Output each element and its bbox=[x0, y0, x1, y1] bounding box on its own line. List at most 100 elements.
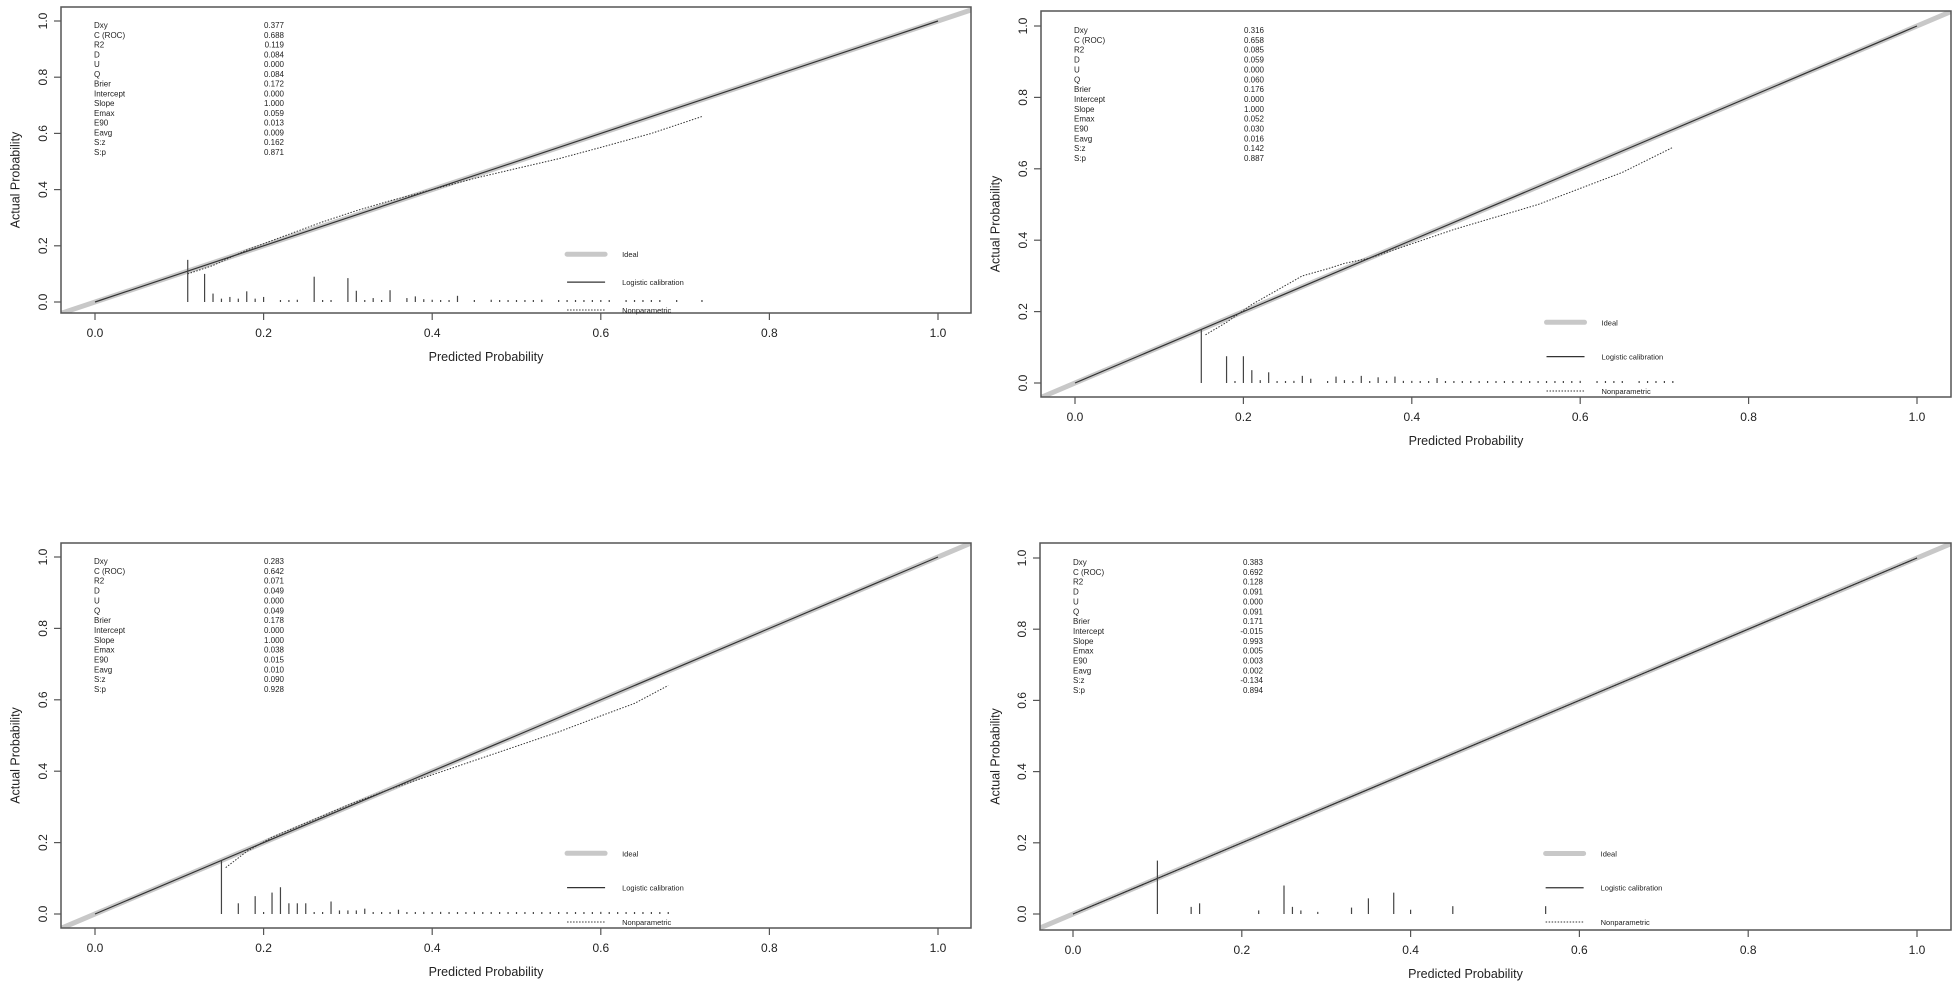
x-tick-label: 0.6 bbox=[1572, 410, 1589, 424]
stat-value: 0.688 bbox=[264, 31, 285, 40]
calibration-chart: 0.0 0.2 0.4 0.6 0.8 1.0 0.0 0.2 0.4 0.6 0.8 1.0 Pred… bbox=[8, 542, 972, 979]
stat-value: 0.658 bbox=[1244, 36, 1265, 45]
stat-label: E90 bbox=[1073, 657, 1088, 666]
stat-value: 0.000 bbox=[264, 60, 285, 69]
x-tick-label: 1.0 bbox=[1909, 410, 1926, 424]
calibration-panel-1: 0.0 0.2 0.4 0.6 0.8 1.0 0.0 0.2 0.4 0.6 0.8 1.0 Pred… bbox=[0, 0, 980, 460]
stat-label: Intercept bbox=[1073, 627, 1105, 636]
stat-label: Brier bbox=[1074, 85, 1091, 94]
legend: Ideal Logistic calibration Nonparametric bbox=[1543, 849, 1663, 927]
stat-value: 0.049 bbox=[264, 587, 285, 596]
y-tick-label: 1.0 bbox=[1016, 17, 1030, 34]
stats-table: Dxy 0.383 C (ROC) 0.692 R2 0.128 D 0.091 U 0.000 Q… bbox=[1073, 558, 1264, 695]
stat-label: Intercept bbox=[94, 89, 126, 98]
stat-value: 0.010 bbox=[264, 665, 285, 674]
stats-table: Dxy 0.283 C (ROC) 0.642 R2 0.071 D 0.049 U 0.000 Q… bbox=[94, 557, 285, 694]
x-axis: 0.0 0.2 0.4 0.6 0.8 1.0 bbox=[1065, 930, 1926, 957]
y-tick-label: 1.0 bbox=[36, 548, 50, 565]
legend-label-nonparametric: Nonparametric bbox=[1602, 387, 1651, 396]
stat-value: 0.128 bbox=[1243, 578, 1264, 587]
stat-value: 0.692 bbox=[1243, 568, 1264, 577]
stat-label: Q bbox=[94, 606, 100, 615]
stat-label: Emax bbox=[94, 646, 114, 655]
stat-label: Eavg bbox=[1074, 134, 1092, 143]
stat-label: U bbox=[1074, 65, 1080, 74]
y-axis-label: Actual Probability bbox=[8, 131, 22, 228]
stat-value: 0.084 bbox=[264, 70, 285, 79]
stat-label: Emax bbox=[1074, 115, 1094, 124]
stat-value: 0.176 bbox=[1244, 85, 1265, 94]
stat-value: 0.000 bbox=[264, 89, 285, 98]
x-axis-label: Predicted Probability bbox=[429, 350, 544, 364]
y-axis-label: Actual Probability bbox=[988, 707, 1002, 804]
stat-label: Slope bbox=[94, 99, 115, 108]
stat-label: Slope bbox=[1074, 105, 1095, 114]
y-axis: 0.0 0.2 0.4 0.6 0.8 1.0 bbox=[1016, 17, 1041, 391]
stat-value: -0.134 bbox=[1240, 676, 1263, 685]
x-axis: 0.0 0.2 0.4 0.6 0.8 1.0 bbox=[87, 313, 947, 340]
y-tick-label: 0.4 bbox=[1015, 763, 1029, 780]
stat-label: C (ROC) bbox=[94, 567, 125, 576]
stat-value: 0.178 bbox=[264, 616, 285, 625]
y-tick-label: 0.8 bbox=[36, 69, 50, 86]
stat-label: D bbox=[94, 50, 100, 59]
stat-value: 0.060 bbox=[1244, 75, 1265, 84]
stat-value: 0.283 bbox=[264, 557, 285, 566]
stat-value: 1.000 bbox=[1244, 105, 1265, 114]
stat-value: 0.383 bbox=[1243, 558, 1264, 567]
logistic-calibration-line bbox=[1074, 25, 1918, 384]
stat-label: U bbox=[94, 596, 100, 605]
stat-label: Emax bbox=[94, 109, 114, 118]
stat-label: Brier bbox=[1073, 617, 1090, 626]
stat-value: 0.887 bbox=[1244, 154, 1265, 163]
stat-label: E90 bbox=[94, 656, 109, 665]
stats-table: Dxy 0.377 C (ROC) 0.688 R2 0.119 D 0.084 U 0.000 Q… bbox=[94, 21, 285, 157]
stat-label: Q bbox=[94, 70, 100, 79]
x-axis: 0.0 0.2 0.4 0.6 0.8 1.0 bbox=[1067, 397, 1926, 424]
stat-value: 1.000 bbox=[264, 636, 285, 645]
stat-label: C (ROC) bbox=[1074, 36, 1105, 45]
stat-label: Dxy bbox=[94, 557, 108, 566]
x-tick-label: 1.0 bbox=[930, 941, 947, 955]
stat-value: 1.000 bbox=[264, 99, 285, 108]
stat-label: S:p bbox=[94, 685, 107, 694]
stat-value: 0.052 bbox=[1244, 115, 1265, 124]
distribution-spikes bbox=[1200, 329, 1674, 383]
y-tick-label: 0.0 bbox=[1016, 374, 1030, 391]
stats-table: Dxy 0.316 C (ROC) 0.658 R2 0.085 D 0.059 U 0.000 Q… bbox=[1074, 26, 1265, 163]
x-tick-label: 0.2 bbox=[255, 941, 272, 955]
calibration-chart: 0.0 0.2 0.4 0.6 0.8 1.0 0.0 0.2 0.4 0.6 0.8 1.0 Pred… bbox=[988, 10, 1952, 448]
x-axis-label: Predicted Probability bbox=[429, 965, 544, 979]
legend-label-nonparametric: Nonparametric bbox=[622, 306, 671, 315]
stat-value: 0.049 bbox=[264, 606, 285, 615]
y-tick-label: 0.4 bbox=[36, 181, 50, 198]
stat-value: 0.009 bbox=[264, 128, 285, 137]
calibration-chart: 0.0 0.2 0.4 0.6 0.8 1.0 0.0 0.2 0.4 0.6 0.8 1.0 Pred… bbox=[8, 6, 972, 364]
x-tick-label: 0.8 bbox=[761, 326, 778, 340]
stat-value: 0.171 bbox=[1243, 617, 1264, 626]
x-tick-label: 0.6 bbox=[1571, 943, 1588, 957]
logistic-calibration-line bbox=[94, 556, 939, 915]
y-tick-label: 0.6 bbox=[1016, 160, 1030, 177]
legend-label-logistic: Logistic calibration bbox=[1602, 353, 1664, 362]
nonparametric-line bbox=[187, 116, 703, 275]
x-axis-label: Predicted Probability bbox=[1408, 967, 1523, 981]
plot-frame bbox=[1040, 10, 1952, 398]
x-tick-label: 0.0 bbox=[87, 326, 104, 340]
stat-label: Brier bbox=[94, 80, 111, 89]
plot-area bbox=[61, 7, 971, 313]
y-tick-label: 0.2 bbox=[36, 834, 50, 851]
stat-label: E90 bbox=[1074, 125, 1089, 134]
y-tick-label: 0.6 bbox=[36, 125, 50, 142]
legend: Ideal Logistic calibration Nonparametric bbox=[564, 849, 684, 927]
stat-label: Slope bbox=[94, 636, 115, 645]
stat-label: S:p bbox=[1073, 686, 1086, 695]
y-tick-label: 0.6 bbox=[1015, 692, 1029, 709]
stat-value: 0.084 bbox=[264, 50, 285, 59]
legend-label-logistic: Logistic calibration bbox=[1601, 884, 1663, 893]
calibration-panel-4: 0.0 0.2 0.4 0.6 0.8 1.0 0.0 0.2 0.4 0.6 0.8 1.0 Pred… bbox=[980, 530, 1955, 988]
stat-label: U bbox=[94, 60, 100, 69]
calibration-panel-2: 0.0 0.2 0.4 0.6 0.8 1.0 0.0 0.2 0.4 0.6 0.8 1.0 Pred… bbox=[980, 0, 1955, 460]
stat-label: Q bbox=[1074, 75, 1080, 84]
x-tick-label: 0.6 bbox=[592, 941, 609, 955]
